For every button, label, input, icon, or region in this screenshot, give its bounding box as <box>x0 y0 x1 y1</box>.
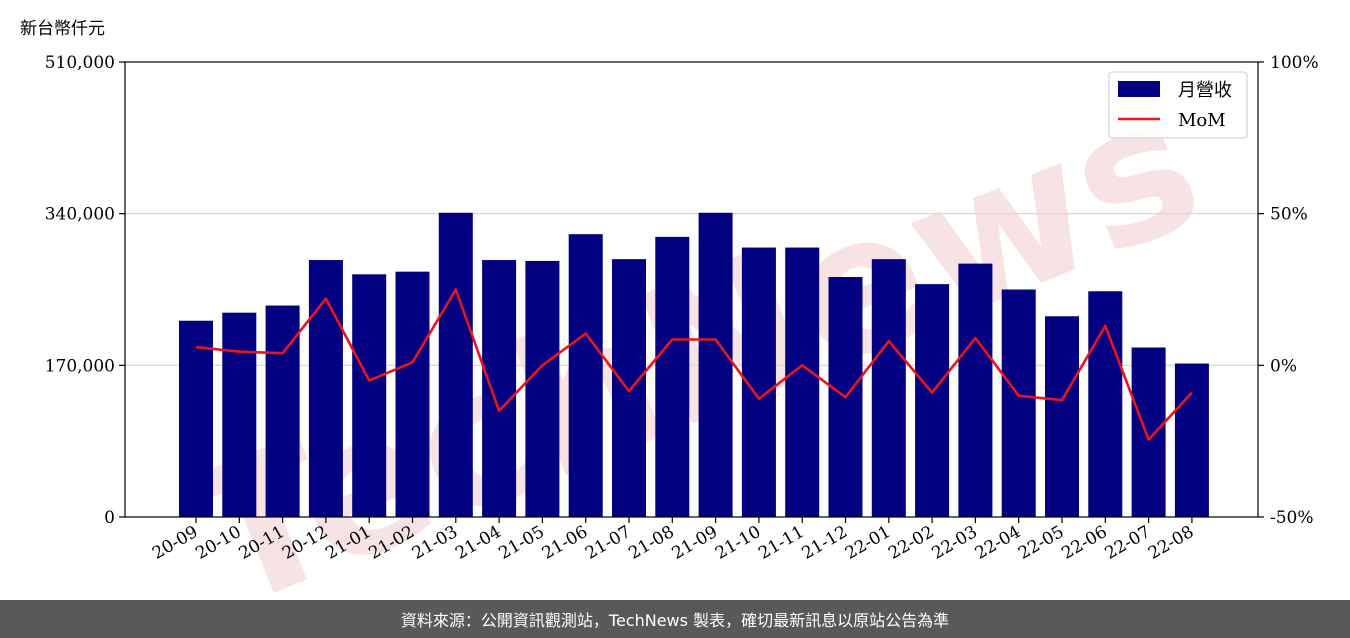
bar-21-03 <box>438 212 473 517</box>
bar-21-01 <box>352 274 387 517</box>
x-tick-label: 22-07 <box>1102 522 1154 564</box>
bar-22-07 <box>1131 347 1166 517</box>
x-tick-label: 21-11 <box>755 522 807 564</box>
x-tick-label: 21-12 <box>799 522 851 564</box>
bar-22-05 <box>1045 316 1079 517</box>
y-left-tick-label: 170,000 <box>45 356 115 376</box>
y-left-tick-label: 0 <box>104 508 115 528</box>
legend-label-bar: 月營收 <box>1178 80 1232 101</box>
x-tick-label: 20-09 <box>149 522 201 564</box>
bar-22-02 <box>915 284 950 517</box>
x-tick-label: 21-10 <box>712 522 764 564</box>
bar-21-07 <box>612 259 646 517</box>
bar-20-10 <box>222 312 257 517</box>
plot-frame <box>124 61 1259 518</box>
y-left-tick-label: 340,000 <box>45 205 115 225</box>
x-tick-label: 22-04 <box>972 522 1024 564</box>
bar-21-06 <box>568 234 603 517</box>
y-right-tick-label: 50% <box>1270 205 1308 225</box>
legend-swatch-bar <box>1118 81 1160 97</box>
line-series <box>195 288 1193 441</box>
y-right-tick-label: -50% <box>1270 508 1314 528</box>
bar-21-02 <box>395 271 430 517</box>
y-right-tick-label: 0% <box>1270 356 1297 376</box>
bar-22-03 <box>958 263 993 517</box>
x-tick-label: 21-08 <box>625 522 677 564</box>
legend-label-line: MoM <box>1178 110 1226 131</box>
bar-21-04 <box>482 260 517 517</box>
line-mom <box>195 288 1193 441</box>
x-tick-label: 21-07 <box>582 522 634 564</box>
y-left-tick-label: 510,000 <box>45 53 115 73</box>
bar-22-01 <box>871 259 906 517</box>
bar-22-08 <box>1174 363 1209 517</box>
y-right-tick-label: 100% <box>1270 53 1319 73</box>
bar-21-05 <box>525 260 560 517</box>
bar-20-12 <box>308 260 343 517</box>
chart: TechNews 0170,000340,000510,000-50%0%50%… <box>20 19 1319 600</box>
bar-21-09 <box>698 212 733 517</box>
bar-20-09 <box>179 320 213 517</box>
x-tick-label: 22-05 <box>1015 522 1067 564</box>
y-unit-label: 新台幣仟元 <box>20 19 105 39</box>
x-tick-label: 22-01 <box>842 522 894 564</box>
bar-22-04 <box>1001 289 1036 517</box>
legend: 月營收 MoM <box>1108 71 1248 139</box>
x-tick-label: 22-02 <box>885 522 937 564</box>
x-tick-label: 22-03 <box>928 522 980 564</box>
footer-source-note: 資料來源：公開資訊觀測站，TechNews 製表，確切最新訊息以原站公告為準 <box>0 600 1350 638</box>
bar-21-08 <box>655 236 690 518</box>
x-tick-label: 22-06 <box>1058 522 1110 564</box>
bar-series <box>179 212 1209 518</box>
x-tick-label: 21-09 <box>669 522 721 564</box>
x-tick-label: 22-08 <box>1145 522 1197 564</box>
bar-21-11 <box>785 247 820 517</box>
